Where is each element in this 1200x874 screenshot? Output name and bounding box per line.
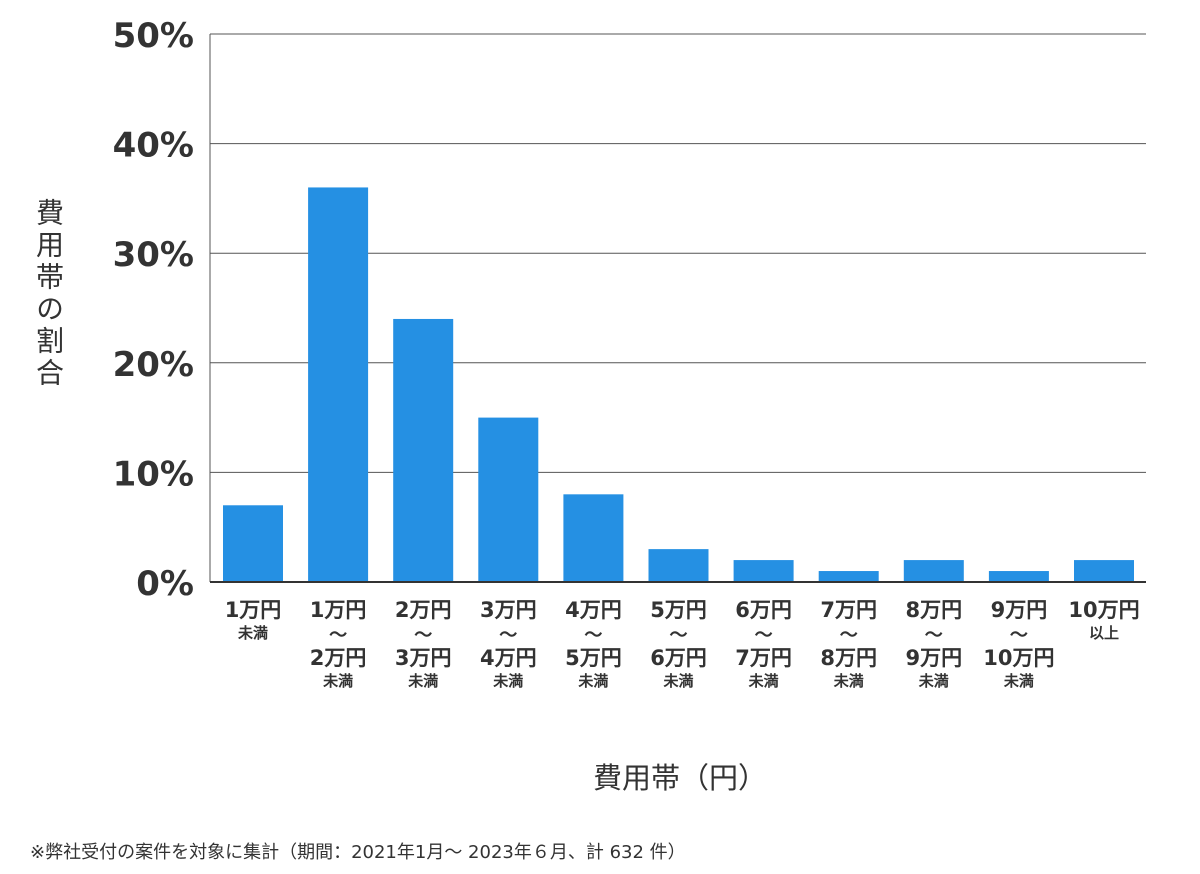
bar (393, 318, 454, 582)
x-tick-label: 9万円〜 10万円未満 (983, 598, 1054, 690)
bar (308, 187, 369, 582)
x-tick-label: 8万円〜 9万円未満 (905, 598, 962, 690)
x-axis-label: 費用帯（円） (592, 761, 767, 795)
bars (223, 187, 1134, 582)
x-tick-label: 6万円〜 7万円未満 (735, 598, 792, 690)
x-tick-label: 10万円以上 (1068, 598, 1139, 642)
bar (478, 417, 539, 582)
bar (223, 505, 283, 582)
bar (733, 560, 794, 582)
y-tick-label: 30% (113, 235, 194, 275)
x-tick-label: 3万円〜 4万円未満 (480, 598, 537, 690)
y-axis-label: 費用帯の割合 (32, 198, 65, 390)
y-tick-labels: 0% 10% 20% 30% 40% 50% (113, 16, 194, 604)
x-tick-label: 1万円〜 2万円未満 (310, 598, 367, 690)
x-tick-label: 5万円〜 6万円未満 (650, 598, 707, 690)
y-tick-label: 50% (113, 16, 194, 56)
footnote: ※弊社受付の案件を対象に集計（期間：2021年1月～ 2023年６月、計 632… (30, 842, 686, 863)
y-tick-label: 20% (113, 345, 194, 385)
bar (648, 549, 709, 582)
x-tick-labels: 1万円未満 1万円〜 2万円未満 2万円〜 3万円未満 3万円〜 4万円未満 4万円〜 5万円未… (225, 598, 1140, 690)
bar (1074, 560, 1134, 582)
x-tick-label: 1万円未満 (225, 598, 282, 642)
y-tick-label: 0% (136, 564, 194, 604)
bar (903, 560, 964, 582)
bar (563, 494, 624, 582)
x-tick-label: 2万円〜 3万円未満 (395, 598, 452, 690)
bar (988, 571, 1049, 582)
y-tick-label: 40% (113, 126, 194, 166)
y-tick-label: 10% (113, 454, 194, 494)
x-tick-label: 4万円〜 5万円未満 (565, 598, 622, 690)
x-tick-label: 7万円〜 8万円未満 (820, 598, 877, 690)
bar (818, 571, 879, 582)
